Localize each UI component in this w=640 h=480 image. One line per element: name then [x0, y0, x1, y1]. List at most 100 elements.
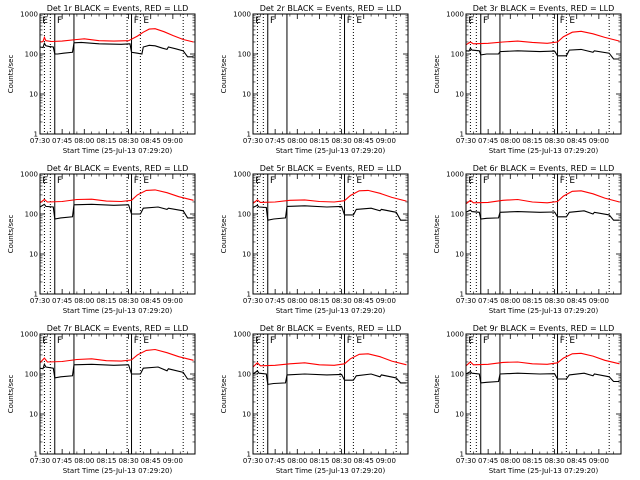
plot-frame [39, 173, 196, 295]
y-tick-label: 100 [25, 371, 38, 379]
x-tick-label: 07:45 [265, 457, 285, 465]
region-label: E [42, 336, 48, 346]
x-tick-label: 08:45 [141, 137, 161, 145]
x-tick-label: 07:45 [52, 457, 72, 465]
region-label: F [134, 336, 139, 346]
lld-series-line [39, 189, 194, 204]
region-label: F [483, 16, 488, 26]
x-tick-label: 07:45 [52, 137, 72, 145]
x-tick-label: 08:45 [567, 137, 587, 145]
x-tick-label: 08:00 [500, 297, 520, 305]
region-label: E [468, 336, 474, 346]
region-label: E [468, 176, 474, 186]
x-tick-label: 08:45 [354, 457, 374, 465]
lld-series-line [252, 353, 407, 368]
y-axis-label: Counts/sec [433, 215, 441, 254]
y-tick-label: 1000 [233, 331, 251, 339]
y-tick-label: 1 [247, 291, 251, 299]
region-label: F [347, 336, 352, 346]
events-series-line [252, 370, 407, 386]
plot-frame [252, 13, 409, 135]
lld-series-line [252, 189, 407, 204]
panel-title: Det 1r BLACK = Events, RED = LLD [47, 4, 189, 13]
panel-title: Det 7r BLACK = Events, RED = LLD [47, 324, 189, 333]
panel-det-9: Det 9r BLACK = Events, RED = LLD Counts/s… [433, 324, 622, 475]
region-label: F [483, 176, 488, 186]
x-tick-label: 09:00 [589, 137, 609, 145]
y-tick-label: 1 [34, 291, 38, 299]
region-label: F [57, 336, 62, 346]
x-tick-label: 09:00 [376, 137, 396, 145]
y-tick-label: 100 [25, 211, 38, 219]
x-tick-label: 07:30 [30, 457, 50, 465]
x-tick-label: 07:45 [52, 297, 72, 305]
x-tick-label: 08:30 [544, 137, 564, 145]
panel-title: Det 9r BLACK = Events, RED = LLD [473, 324, 615, 333]
x-tick-label: 08:45 [567, 297, 587, 305]
y-tick-label: 1 [460, 291, 464, 299]
y-tick-label: 1000 [20, 171, 38, 179]
y-tick-label: 100 [451, 371, 464, 379]
x-tick-label: 08:00 [287, 297, 307, 305]
events-series-line [39, 41, 194, 58]
x-tick-label: 07:45 [265, 297, 285, 305]
x-tick-label: 08:00 [500, 457, 520, 465]
x-tick-label: 08:15 [96, 137, 116, 145]
y-tick-label: 100 [238, 371, 251, 379]
x-tick-label: 07:45 [478, 297, 498, 305]
region-label: F [134, 16, 139, 26]
y-tick-label: 1000 [233, 171, 251, 179]
events-series-line [465, 47, 620, 60]
y-tick-label: 10 [29, 91, 38, 99]
region-label: E [143, 176, 149, 186]
region-label: E [42, 16, 48, 26]
x-tick-label: 08:15 [522, 297, 542, 305]
panel-title: Det 4r BLACK = Events, RED = LLD [47, 164, 189, 173]
y-tick-label: 1 [34, 131, 38, 139]
y-tick-label: 100 [25, 51, 38, 59]
lld-series-line [39, 28, 194, 43]
region-label: F [57, 176, 62, 186]
x-tick-label: 07:30 [456, 297, 476, 305]
y-tick-label: 100 [451, 51, 464, 59]
region-label: F [270, 336, 275, 346]
region-label: F [560, 176, 565, 186]
y-tick-label: 10 [242, 411, 251, 419]
x-tick-label: 08:15 [522, 137, 542, 145]
x-tick-label: 08:15 [309, 137, 329, 145]
plot-frame [252, 173, 409, 295]
x-axis-label: Start Time (25-Jul-13 07:29:20) [63, 147, 173, 155]
x-tick-label: 08:30 [118, 137, 138, 145]
y-tick-label: 1000 [446, 171, 464, 179]
x-tick-label: 07:45 [478, 457, 498, 465]
y-tick-label: 10 [455, 91, 464, 99]
plot-frame [39, 13, 196, 135]
region-label: E [255, 16, 261, 26]
x-axis-label: Start Time (25-Jul-13 07:29:20) [489, 467, 599, 475]
x-tick-label: 09:00 [376, 297, 396, 305]
y-tick-label: 10 [242, 251, 251, 259]
plot-frame [465, 13, 622, 135]
x-tick-label: 08:15 [96, 457, 116, 465]
region-label: F [270, 176, 275, 186]
y-axis-label: Counts/sec [220, 215, 228, 254]
region-label: F [560, 336, 565, 346]
x-tick-label: 08:15 [309, 297, 329, 305]
lld-series-line [465, 352, 620, 367]
region-label: E [143, 336, 149, 346]
panel-det-6: Det 6r BLACK = Events, RED = LLD Counts/s… [433, 164, 622, 315]
x-tick-label: 08:00 [287, 137, 307, 145]
events-series-line [252, 204, 407, 221]
y-axis-label: Counts/sec [220, 375, 228, 414]
plot-frame [39, 333, 196, 455]
x-tick-label: 08:45 [354, 297, 374, 305]
panel-title: Det 6r BLACK = Events, RED = LLD [473, 164, 615, 173]
region-label: E [569, 16, 575, 26]
region-label: F [347, 176, 352, 186]
x-tick-label: 07:45 [478, 137, 498, 145]
region-label: E [356, 336, 362, 346]
y-axis-label: Counts/sec [433, 55, 441, 94]
x-tick-label: 08:45 [141, 457, 161, 465]
x-tick-label: 08:30 [118, 457, 138, 465]
y-tick-label: 1 [460, 451, 464, 459]
